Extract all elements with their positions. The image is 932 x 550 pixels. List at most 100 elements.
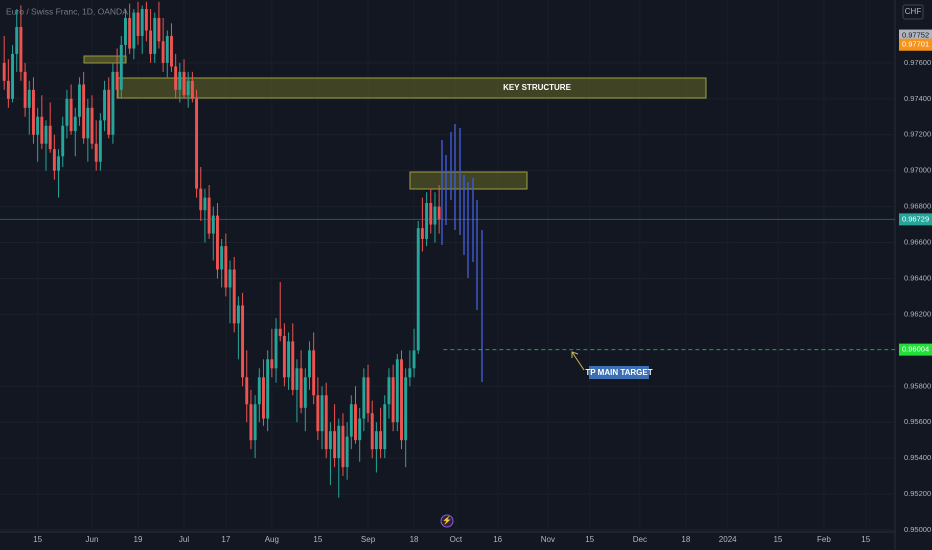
- candle-body: [69, 98, 73, 132]
- x-tick-label: 15: [861, 535, 870, 544]
- candle-body: [86, 107, 90, 139]
- candle-body: [224, 246, 228, 288]
- candle-body: [308, 350, 311, 378]
- price-label: 0.97701: [902, 40, 929, 49]
- x-tick-label: 15: [585, 535, 594, 544]
- candle-body: [391, 377, 395, 423]
- candle-body: [23, 71, 27, 108]
- arrow: [571, 351, 585, 371]
- candle-body: [61, 125, 65, 157]
- candle-body: [27, 89, 31, 108]
- candle-body: [144, 8, 148, 31]
- grid: [0, 0, 895, 530]
- candle-body: [48, 125, 52, 150]
- candle-body: [232, 269, 236, 324]
- candle-body: [153, 17, 157, 54]
- target-label: TP MAIN TARGET: [585, 368, 652, 377]
- candle-body: [362, 377, 366, 419]
- candle-body: [57, 156, 61, 171]
- price-label-bg: [899, 213, 932, 226]
- x-tick-label: Aug: [265, 535, 279, 544]
- candle-body: [15, 26, 19, 54]
- candle-body: [282, 335, 286, 378]
- candle-body: [44, 125, 48, 144]
- y-tick-label: 0.95800: [904, 381, 931, 390]
- zone-label: KEY STRUCTURE: [503, 83, 572, 92]
- candle-body: [52, 149, 56, 171]
- price-label: 0.96729: [902, 214, 929, 223]
- x-tick-label: 18: [410, 535, 419, 544]
- zone: [117, 77, 707, 99]
- candle-body: [383, 404, 387, 450]
- y-tick-label: 0.97200: [904, 130, 931, 139]
- candle-body: [216, 215, 219, 270]
- candle-body: [136, 12, 140, 36]
- candle-body: [211, 215, 215, 234]
- candle-body: [278, 328, 282, 336]
- candle-body: [94, 143, 98, 162]
- candle-body: [124, 17, 127, 45]
- candle-body: [408, 368, 412, 378]
- candle-body: [374, 431, 378, 450]
- candle-body: [412, 350, 416, 369]
- price-label-bg: [899, 343, 932, 356]
- candle-body: [132, 12, 136, 49]
- candle-body: [337, 425, 341, 459]
- event-icon[interactable]: [440, 514, 454, 528]
- candle-body: [236, 305, 240, 324]
- x-tick-label: 18: [681, 535, 690, 544]
- candle-body: [182, 71, 186, 96]
- candle-body: [186, 80, 190, 96]
- candle-body: [31, 89, 35, 135]
- price-label-bg: [899, 29, 932, 42]
- candle-body: [170, 35, 173, 67]
- candle-body: [345, 436, 349, 468]
- y-tick-label: 0.95400: [904, 453, 931, 462]
- target-label-bg: [589, 366, 649, 379]
- arrow-head: [571, 351, 579, 358]
- candle-body: [195, 98, 199, 189]
- candle-body: [349, 404, 353, 437]
- candle-body: [140, 8, 144, 36]
- candle-body: [416, 228, 420, 351]
- chart-title: Euro / Swiss Franc, 1D, OANDA: [6, 6, 128, 16]
- candle-body: [165, 35, 169, 63]
- candle-body: [98, 120, 102, 162]
- x-tick-label: Dec: [633, 535, 647, 544]
- candle-body: [429, 203, 433, 225]
- candle-body: [303, 377, 307, 408]
- projection: [441, 124, 483, 382]
- candle-body: [328, 431, 332, 450]
- candle-body: [420, 228, 424, 239]
- x-tick-label: Jul: [179, 535, 189, 544]
- candle-body: [404, 377, 408, 441]
- candle-body: [270, 359, 274, 369]
- candle-body: [11, 53, 15, 99]
- candle-body: [19, 26, 23, 72]
- candle-body: [103, 89, 107, 121]
- candle-body: [249, 404, 253, 441]
- candle-body: [6, 80, 10, 99]
- currency-box: [902, 4, 924, 20]
- candle-body: [387, 377, 391, 405]
- candle-body: [190, 80, 194, 99]
- candle-body: [82, 84, 86, 139]
- x-tick-label: 15: [313, 535, 322, 544]
- candles: [2, 1, 441, 498]
- candle-body: [161, 41, 165, 63]
- x-tick-label: 19: [134, 535, 143, 544]
- y-tick-label: 0.97000: [904, 166, 931, 175]
- y-tick-label: 0.97600: [904, 58, 931, 67]
- candle-body: [107, 89, 111, 135]
- candle-body: [358, 418, 362, 441]
- candle-body: [437, 206, 441, 220]
- candle-body: [241, 305, 245, 378]
- y-tick-label: 0.95000: [904, 525, 931, 534]
- currency[interactable]: CHF: [905, 7, 922, 16]
- event-icon-glyph: ⚡: [442, 515, 452, 525]
- candle-body: [115, 71, 119, 90]
- x-tick-label: Sep: [361, 535, 376, 544]
- candle-body: [199, 188, 203, 211]
- x-tick-label: 15: [773, 535, 782, 544]
